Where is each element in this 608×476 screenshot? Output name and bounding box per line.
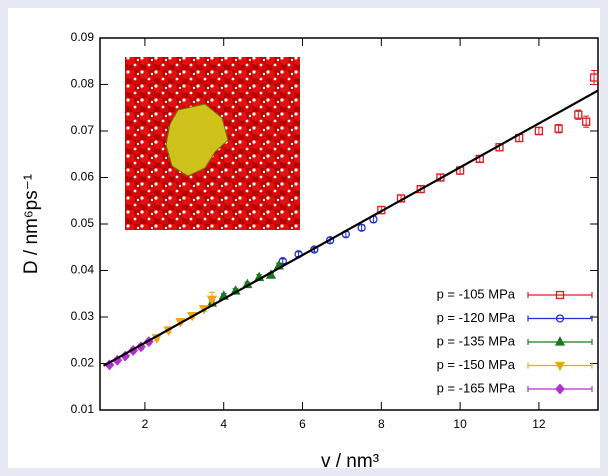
fit-line: [103, 89, 599, 367]
series: [377, 70, 599, 215]
point: [357, 223, 366, 232]
legend-marker: [555, 290, 565, 300]
legend-label: p = -120 MPa: [437, 310, 516, 325]
point: [574, 110, 583, 119]
error-bar: [591, 70, 598, 85]
legend-marker: [554, 361, 566, 372]
point: [582, 117, 591, 126]
legend-label: p = -165 MPa: [437, 380, 516, 395]
point: [206, 295, 217, 306]
x-tick-label: 6: [299, 417, 306, 431]
y-tick-label: 0.05: [71, 216, 95, 230]
point: [554, 124, 563, 133]
x-tick-label: 12: [532, 417, 546, 431]
point: [416, 184, 425, 194]
legend-marker: [555, 314, 565, 323]
legend-label: p = -150 MPa: [437, 357, 516, 372]
y-tick-label: 0.03: [71, 309, 95, 323]
inset-cavity: [165, 103, 229, 177]
legend-label: p = -135 MPa: [437, 333, 516, 348]
panel: [8, 8, 600, 468]
legend: p = -105 MPa p = -120 MPa p = -135 MPa p = …: [437, 286, 593, 395]
legend-swatch: [527, 315, 593, 322]
legend-swatch: [527, 292, 593, 298]
error-bar: [555, 123, 562, 134]
inset-image: [125, 57, 300, 230]
y-tick-label: 0.08: [71, 77, 95, 91]
y-tick-label: 0.09: [71, 30, 95, 44]
x-tick-label: 8: [378, 417, 385, 431]
x-tick-label: 4: [220, 417, 227, 431]
y-tick-label: 0.06: [71, 170, 95, 184]
point: [325, 236, 335, 245]
legend-label: p = -105 MPa: [437, 286, 516, 301]
y-tick-label: 0.07: [71, 123, 95, 137]
x-axis-label: v / nm³: [321, 451, 379, 472]
legend-marker: [555, 383, 565, 395]
y-axis-label: D / nm⁶ps⁻¹: [21, 174, 42, 274]
point: [589, 73, 599, 82]
x-tick-label: 10: [453, 417, 467, 431]
y-tick-label: 0.02: [71, 356, 95, 370]
legend-marker: [554, 336, 566, 346]
y-tick-label: 0.01: [71, 402, 95, 416]
y-tick-label: 0.04: [71, 263, 95, 277]
x-tick-label: 2: [142, 417, 149, 431]
point: [534, 126, 544, 136]
